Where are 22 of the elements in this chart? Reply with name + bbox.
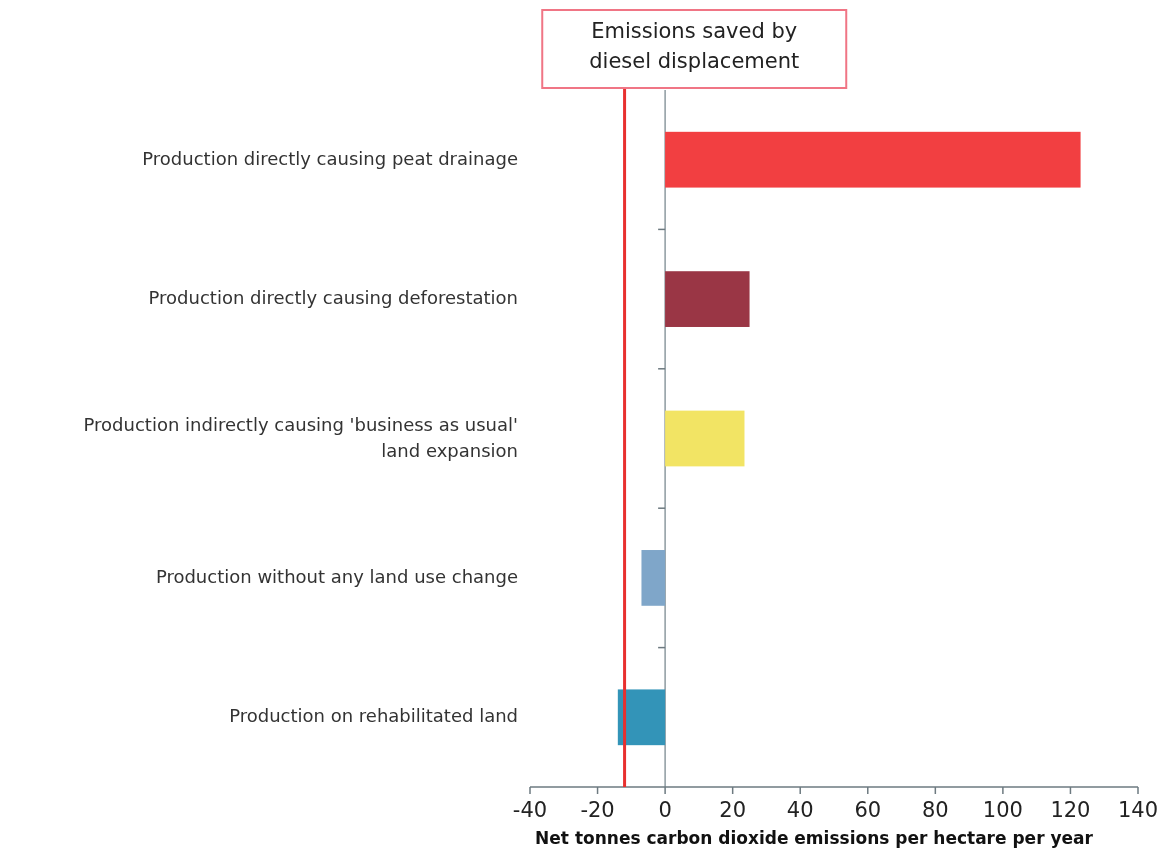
y-tick-label: Production on rehabilitated land	[229, 705, 518, 727]
y-tick-label: Production without any land use change	[155, 565, 518, 587]
x-tick-label: 60	[854, 798, 882, 822]
y-tick-label: Production directly causing peat drainage	[142, 147, 518, 169]
bar	[665, 271, 750, 327]
x-tick-label: 40	[786, 798, 814, 822]
y-tick-label: Production indirectly causing 'business as usual' land expansion	[83, 413, 518, 461]
x-tick-label: 100	[982, 798, 1023, 822]
x-tick-label: 80	[921, 798, 949, 822]
x-tick-label: 0	[658, 798, 672, 822]
x-tick-label: 120	[1050, 798, 1091, 822]
y-tick-label: Production directly causing deforestation	[148, 287, 518, 309]
x-tick-label: 20	[719, 798, 747, 822]
x-tick-label: 140	[1117, 798, 1159, 822]
bar	[641, 550, 666, 606]
bar	[665, 131, 1081, 188]
x-tick-label: -20	[580, 798, 615, 822]
x-tick-label: -40	[512, 798, 548, 822]
x-axis-title: Net tonnes carbon dioxide emissions per hectare per year	[535, 828, 1094, 848]
bar	[665, 410, 745, 467]
ref-line-label: Emissions saved by diesel displacement	[589, 19, 800, 73]
bar	[617, 689, 666, 746]
